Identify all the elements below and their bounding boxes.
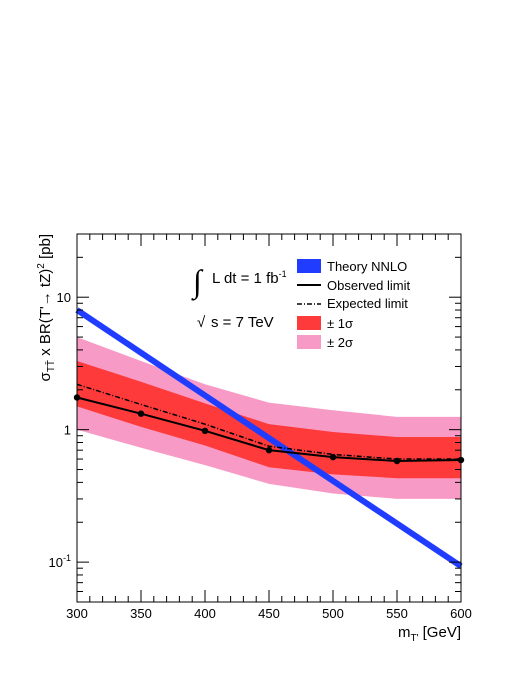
observed-point-450	[265, 446, 273, 454]
x-tick-label-450: 450	[258, 606, 280, 621]
limit-lines	[73, 307, 465, 569]
x-tick-label-550: 550	[386, 606, 408, 621]
luminosity-annotation: ∫ L dt = 1 fb-1	[191, 263, 287, 301]
band-1sigma	[77, 360, 461, 479]
energy-text: s = 7 TeV	[211, 314, 274, 331]
legend-label-theory: Theory NNLO	[327, 259, 407, 274]
y-tick-label-10: 10	[57, 290, 71, 305]
y-tick-label-1: 1	[64, 423, 71, 438]
legend-swatch-band2	[297, 335, 321, 349]
uncertainty-bands	[77, 337, 461, 499]
integral-symbol: ∫	[191, 263, 204, 301]
chart-axes: 300 350 400 450 500 550 600 10-1 1 10	[49, 233, 472, 621]
legend-label-observed: Observed limit	[327, 278, 410, 293]
legend-label-expected: Expected limit	[327, 296, 408, 311]
legend: Theory NNLO Observed limit Expected limi…	[297, 259, 410, 350]
energy-annotation: √ s = 7 TeV	[197, 314, 274, 331]
x-tick-label-500: 500	[322, 606, 344, 621]
x-tick-label-300: 300	[66, 606, 88, 621]
observed-point-550	[393, 457, 401, 465]
x-tick-label-600: 600	[450, 606, 472, 621]
luminosity-text: L dt = 1 fb-1	[212, 269, 287, 287]
theory-nnlo-line	[75, 307, 463, 569]
x-tick-label-350: 350	[130, 606, 152, 621]
legend-swatch-band1	[297, 316, 321, 330]
legend-swatch-theory	[297, 259, 321, 273]
x-tick-label-400: 400	[194, 606, 216, 621]
observed-point-350	[137, 410, 145, 417]
sqrt-symbol: √	[197, 314, 206, 331]
observed-point-500	[329, 453, 337, 461]
x-axis-title: mT' [GeV]	[398, 624, 461, 644]
legend-label-band1: ± 1σ	[327, 316, 353, 331]
y-axis-title: σTT̄ x BR(T'→ tZ)2 [pb]	[36, 234, 57, 381]
legend-label-band2: ± 2σ	[327, 335, 353, 350]
y-tick-label-0.1: 10-1	[49, 553, 71, 570]
observed-point-400	[201, 427, 209, 435]
